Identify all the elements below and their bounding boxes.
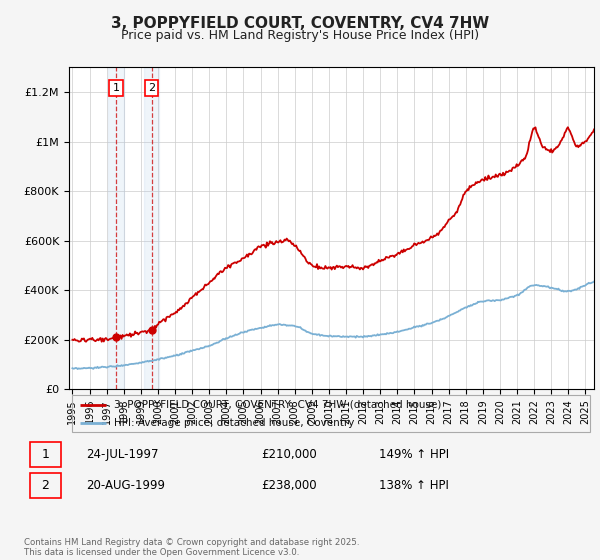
Text: £238,000: £238,000 [261, 479, 317, 492]
Text: 1: 1 [41, 448, 49, 461]
Bar [109, 67, 124, 389]
Bar [144, 67, 159, 389]
Bar [29, 442, 61, 466]
Text: HPI: Average price, detached house, Coventry: HPI: Average price, detached house, Cove… [113, 418, 354, 428]
Text: 3, POPPYFIELD COURT, COVENTRY, CV4 7HW (detached house): 3, POPPYFIELD COURT, COVENTRY, CV4 7HW (… [113, 400, 441, 410]
Text: Contains HM Land Registry data © Crown copyright and database right 2025.
This d: Contains HM Land Registry data © Crown c… [24, 538, 359, 557]
Bar [29, 473, 61, 497]
Text: 138% ↑ HPI: 138% ↑ HPI [379, 479, 449, 492]
Text: 20-AUG-1999: 20-AUG-1999 [86, 479, 165, 492]
Text: Price paid vs. HM Land Registry's House Price Index (HPI): Price paid vs. HM Land Registry's House … [121, 29, 479, 42]
Text: 24-JUL-1997: 24-JUL-1997 [86, 448, 158, 461]
Text: 2: 2 [148, 83, 155, 93]
Text: 3, POPPYFIELD COURT, COVENTRY, CV4 7HW: 3, POPPYFIELD COURT, COVENTRY, CV4 7HW [111, 16, 489, 31]
Text: £210,000: £210,000 [261, 448, 317, 461]
Text: 149% ↑ HPI: 149% ↑ HPI [379, 448, 449, 461]
Text: 1: 1 [113, 83, 119, 93]
Text: 2: 2 [41, 479, 49, 492]
